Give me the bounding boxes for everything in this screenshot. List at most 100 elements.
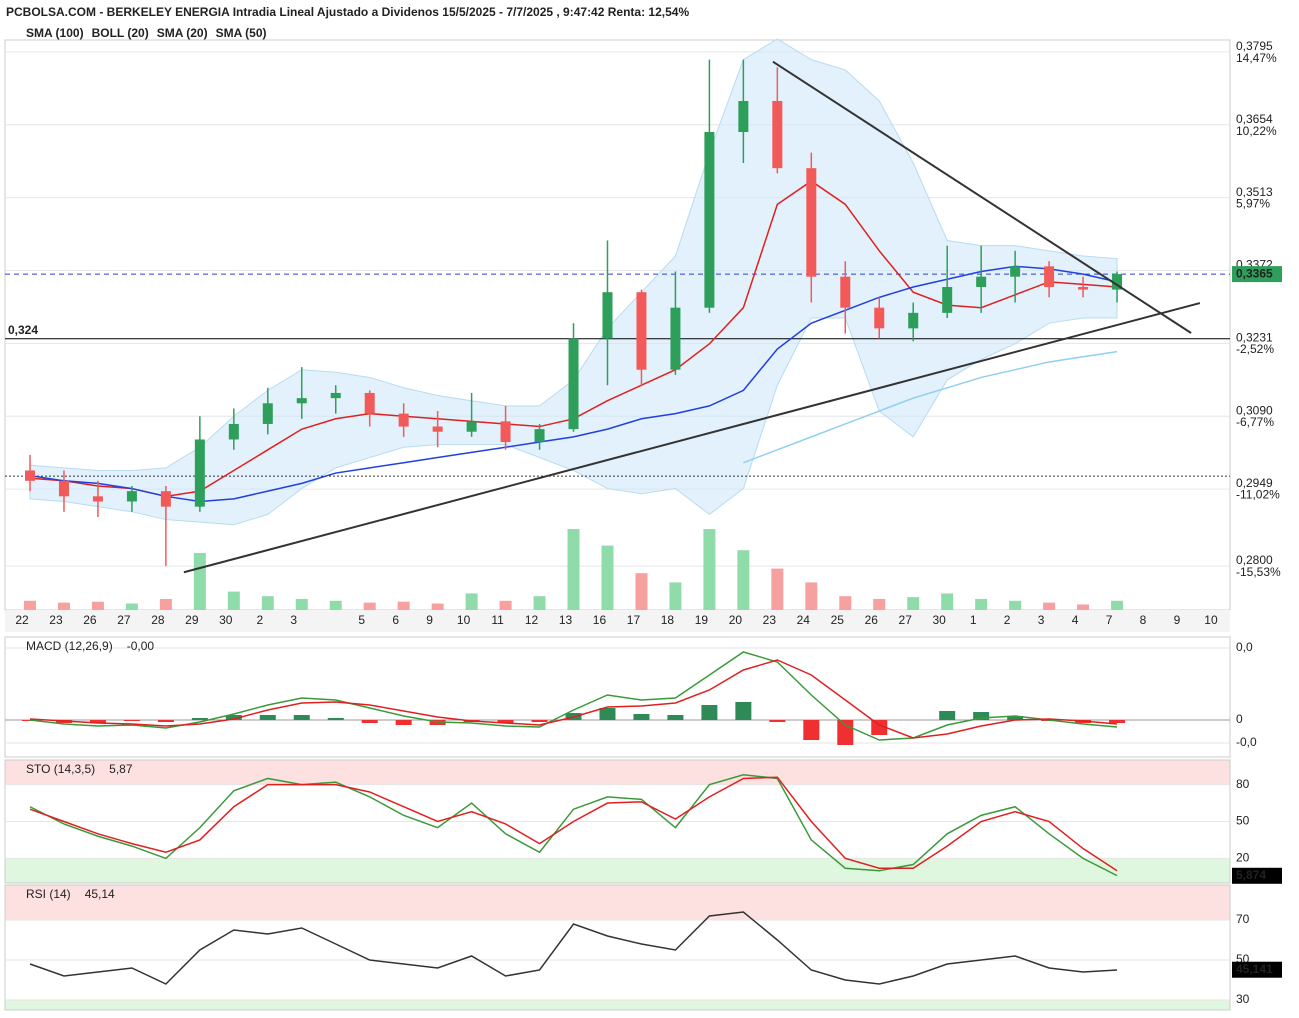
- x-tick-label: 24: [797, 613, 811, 627]
- x-tick-label: 18: [661, 613, 675, 627]
- legend-entry: BOLL (20): [92, 26, 149, 40]
- level-label: 0,324: [8, 323, 38, 337]
- volume-bar: [1043, 602, 1056, 610]
- candle-body: [1112, 274, 1123, 290]
- overbought-zone: [5, 760, 1230, 785]
- current-price-label: 0,3365: [1236, 266, 1273, 280]
- macd-histogram-bar: [191, 718, 208, 720]
- x-tick-label: 2: [256, 613, 263, 627]
- volume-bar: [363, 602, 376, 610]
- volume-bar: [635, 573, 648, 610]
- x-tick-label: 9: [1174, 613, 1181, 627]
- indicator-line: [29, 911, 1118, 985]
- candle-body: [500, 421, 511, 443]
- sma-line: [29, 265, 1118, 503]
- y-tick-label: -0,0: [1236, 735, 1257, 749]
- x-tick-label: 19: [695, 613, 709, 627]
- legend-entry: SMA (50): [216, 26, 267, 40]
- y-tick-label: 0: [1236, 712, 1243, 726]
- y-tick-label: 0,0: [1236, 640, 1253, 654]
- x-tick-label: 12: [525, 613, 539, 627]
- macd-histogram-bar: [837, 720, 854, 745]
- candle-body: [840, 276, 851, 308]
- volume-bar: [873, 598, 886, 610]
- x-tick-label: 8: [1140, 613, 1147, 627]
- candle-body: [874, 307, 885, 329]
- x-tick-label: 10: [1204, 613, 1218, 627]
- volume-bar: [465, 593, 478, 610]
- candle-body: [568, 338, 579, 430]
- volume-bar: [295, 598, 308, 610]
- y-tick-label: 20: [1236, 851, 1250, 865]
- x-tick-label: 4: [1072, 613, 1079, 627]
- oversold-zone: [5, 858, 1230, 883]
- candle-body: [296, 398, 307, 404]
- y-tick-label: 0,3513: [1236, 185, 1273, 199]
- candle-body: [1078, 287, 1089, 290]
- y2-tick-label: 14,47%: [1236, 51, 1277, 65]
- x-tick-label: 6: [392, 613, 399, 627]
- candle-body: [398, 413, 409, 427]
- volume-bar: [91, 601, 104, 610]
- x-tick-label: 27: [117, 613, 131, 627]
- volume-bar: [941, 593, 954, 610]
- panel-title: MACD (12,26,9): [26, 639, 113, 653]
- y-tick-label: 0,2949: [1236, 476, 1273, 490]
- y-tick-label: 80: [1236, 777, 1250, 791]
- candle-body: [772, 100, 783, 169]
- macd-histogram-bar: [803, 720, 820, 740]
- y2-tick-label: -6,77%: [1236, 415, 1274, 429]
- x-tick-label: 11: [491, 613, 504, 627]
- y-tick-label: 30: [1236, 992, 1250, 1006]
- macd-histogram-bar: [89, 720, 106, 723]
- x-tick-label: 16: [593, 613, 607, 627]
- volume-bar: [329, 600, 342, 610]
- y-tick-label: 0,3654: [1236, 112, 1273, 126]
- macd-histogram-bar: [701, 705, 718, 720]
- x-tick-label: 28: [151, 613, 165, 627]
- x-tick-label: 17: [627, 613, 641, 627]
- y-tick-label: 0,3795: [1236, 39, 1273, 53]
- candle-body: [1010, 266, 1021, 277]
- volume-bar: [669, 582, 682, 610]
- volume-bar: [1077, 604, 1090, 610]
- indicator-line: [29, 651, 1118, 741]
- candle-body: [58, 480, 69, 497]
- volume-bar: [907, 597, 920, 610]
- macd-histogram-bar: [769, 720, 786, 722]
- panel-last-value: 45,14: [85, 887, 115, 901]
- current-value-box: [1232, 961, 1282, 978]
- current-value-label: 45,141: [1236, 962, 1273, 976]
- x-tick-label: 25: [831, 613, 845, 627]
- macd-histogram-bar: [735, 702, 752, 720]
- macd-histogram-bar: [973, 712, 990, 720]
- x-tick-label: 5: [358, 613, 365, 627]
- volume-bar: [431, 603, 444, 610]
- macd-histogram-bar: [871, 720, 888, 735]
- volume-bar: [805, 582, 818, 610]
- macd-histogram-bar: [259, 715, 276, 720]
- volume-bar: [601, 545, 614, 610]
- volume-bar: [839, 596, 852, 610]
- candle-body: [466, 421, 477, 432]
- macd-histogram-bar: [497, 720, 514, 723]
- y-tick-label: 0,3090: [1236, 403, 1273, 417]
- macd-histogram-bar: [599, 708, 616, 720]
- x-tick-label: 10: [457, 613, 471, 627]
- y2-tick-label: 5,97%: [1236, 197, 1270, 211]
- candle-body: [92, 496, 103, 502]
- candle-body: [806, 168, 817, 277]
- x-tick-label: 26: [83, 613, 97, 627]
- volume-bar: [397, 601, 410, 610]
- panel-frame: [4, 636, 1231, 758]
- candle-body: [1044, 266, 1055, 288]
- overbought-zone: [5, 885, 1230, 920]
- volume-bar: [159, 598, 172, 610]
- indicator-line: [29, 659, 1118, 739]
- macd-histogram-bar: [361, 720, 378, 723]
- indicator-line: [29, 773, 1118, 877]
- macd-histogram-bar: [293, 715, 310, 720]
- volume-bar: [975, 598, 988, 610]
- volume-bar: [499, 600, 512, 610]
